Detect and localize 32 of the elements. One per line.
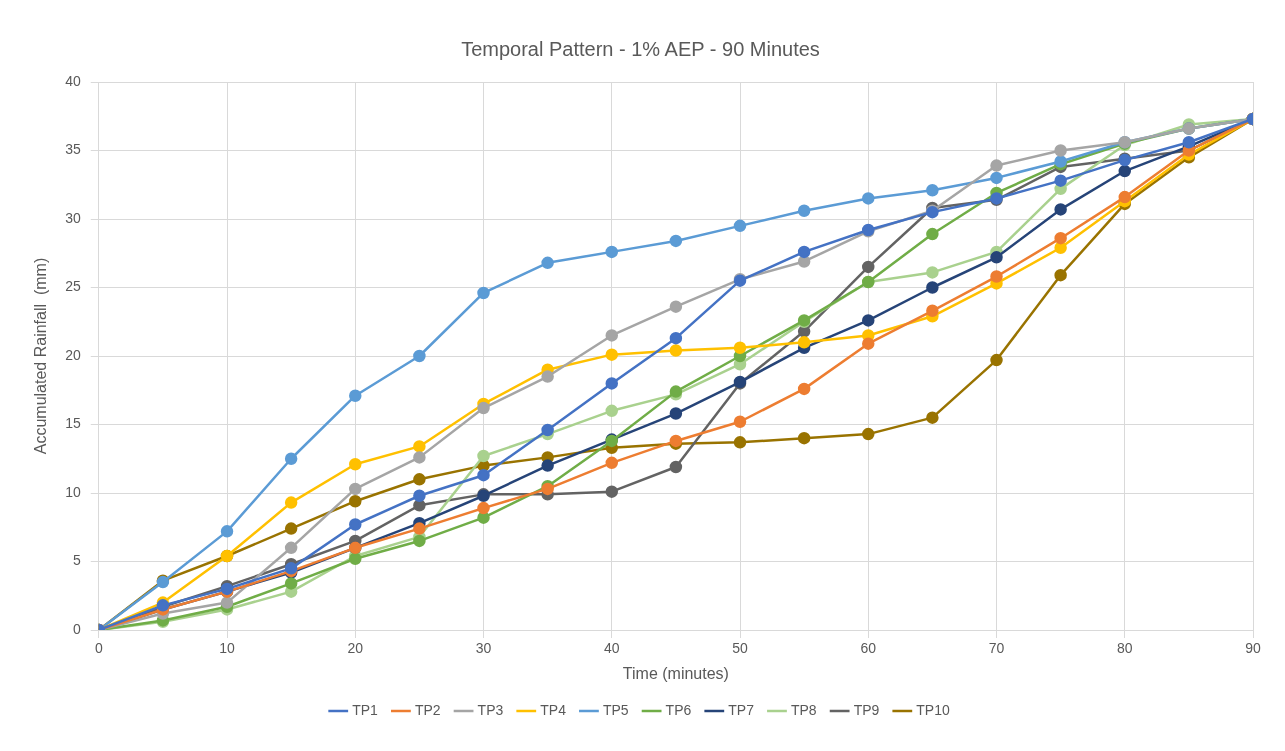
y-tick-label: 5 xyxy=(72,552,81,569)
x-tick-label: 30 xyxy=(475,640,492,657)
y-tick-label: 10 xyxy=(65,483,81,500)
legend-label: TP4 xyxy=(540,701,567,718)
y-tick-label: 0 xyxy=(72,620,81,637)
x-tick-label: 70 xyxy=(988,640,1005,657)
chart-title: Temporal Pattern - 1% AEP - 90 Minutes xyxy=(461,37,820,60)
y-tick-label: 40 xyxy=(65,72,81,89)
x-tick-label: 90 xyxy=(1245,640,1261,657)
legend-label: TP3 xyxy=(477,701,504,718)
x-tick-label: 60 xyxy=(860,640,877,657)
legend-label: TP2 xyxy=(414,701,441,718)
legend-label: TP10 xyxy=(916,701,950,718)
y-tick-label: 25 xyxy=(65,278,81,295)
x-tick-label: 0 xyxy=(94,640,103,657)
x-tick-label: 40 xyxy=(603,640,620,657)
x-tick-label: 50 xyxy=(732,640,749,657)
x-tick-label: 20 xyxy=(347,640,364,657)
legend-label: TP9 xyxy=(853,701,880,718)
y-tick-label: 15 xyxy=(65,415,81,432)
legend-label: TP7 xyxy=(728,701,755,718)
y-tick-label: 35 xyxy=(65,141,81,158)
x-axis-title: Time (minutes) xyxy=(622,664,729,682)
x-tick-label: 80 xyxy=(1116,640,1133,657)
legend-label: TP6 xyxy=(665,701,692,718)
legend-label: TP5 xyxy=(602,701,629,718)
y-tick-label: 30 xyxy=(65,209,81,226)
x-tick-label: 10 xyxy=(219,640,236,657)
y-tick-label: 20 xyxy=(65,346,81,363)
legend-label: TP1 xyxy=(352,701,379,718)
legend-label: TP8 xyxy=(790,701,817,718)
y-axis-title: Accumulated Rainfall (mm) xyxy=(32,257,50,455)
